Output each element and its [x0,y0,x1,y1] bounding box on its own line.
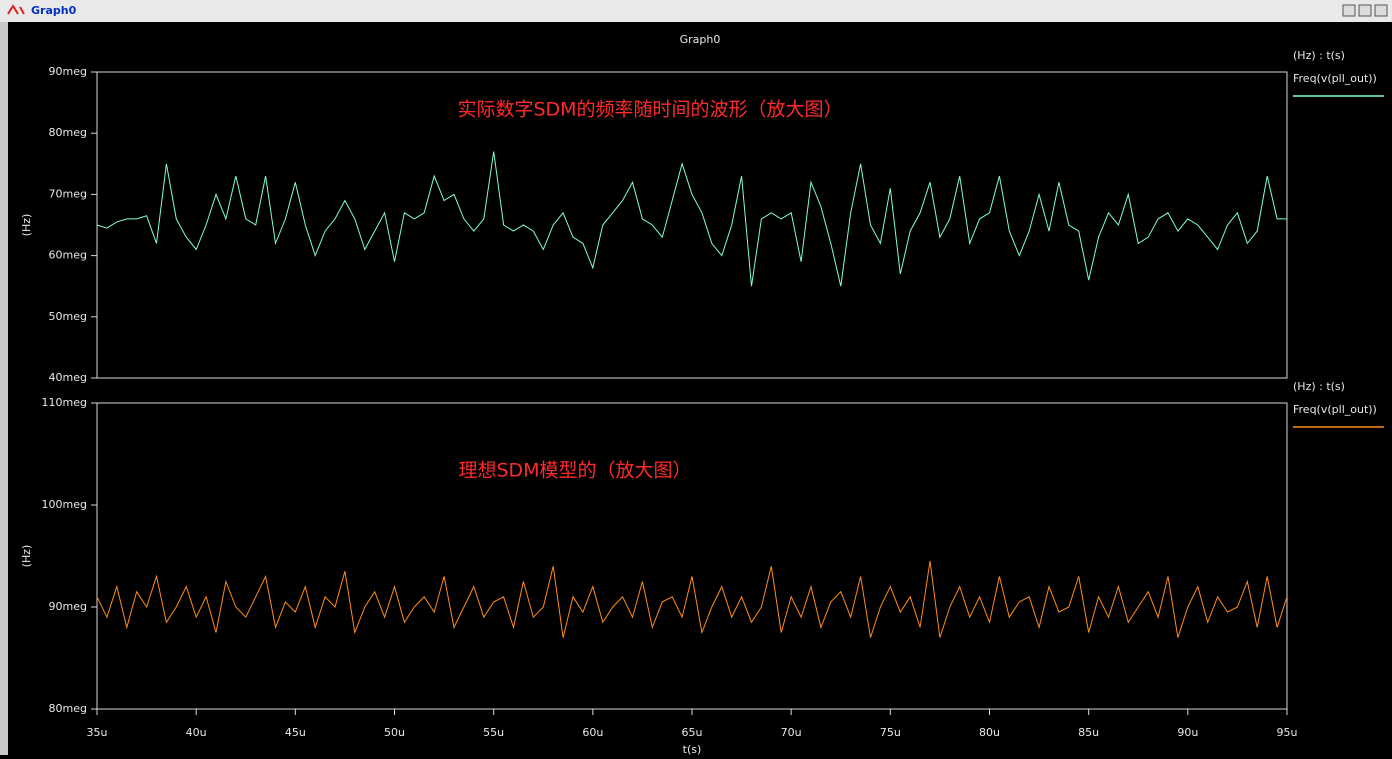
x-tick-label: 45u [285,726,306,739]
waveform [96,561,1288,638]
y-tick-label: 60meg [49,249,87,262]
x-tick-label: 50u [384,726,405,739]
x-tick-label: 35u [87,726,108,739]
app-icon [7,4,25,15]
y-tick-label: 110meg [42,396,87,409]
y-axis-label: (Hz) [20,214,33,237]
close-button[interactable] [1374,4,1388,17]
graph-title: Graph0 [680,33,721,46]
x-tick-label: 40u [186,726,207,739]
y-tick-label: 80meg [49,126,87,139]
x-tick-label: 85u [1078,726,1099,739]
annotation: 理想SDM模型的（放大图） [458,460,691,482]
y-axis-label: (Hz) [20,545,33,568]
y-tick-label: 80meg [49,702,87,715]
minimize-button[interactable] [1342,4,1356,17]
x-tick-label: 55u [483,726,504,739]
title-bar [0,0,1392,22]
x-tick-label: 75u [880,726,901,739]
window-title: Graph0 [31,4,77,17]
y-tick-label: 90meg [49,65,87,78]
legend-header: (Hz) : t(s) [1293,49,1345,62]
maximize-button[interactable] [1358,4,1372,17]
waveform [96,151,1287,287]
x-tick-label: 90u [1177,726,1198,739]
x-tick-label: 65u [682,726,703,739]
window-frame [0,22,8,755]
annotation: 实际数字SDM的频率随时间的波形（放大图） [457,99,842,121]
y-tick-label: 40meg [49,371,87,384]
legend-header: (Hz) : t(s) [1293,380,1345,393]
y-tick-label: 90meg [49,600,87,613]
x-axis-label: t(s) [683,743,702,755]
x-tick-label: 95u [1277,726,1298,739]
x-tick-label: 60u [582,726,603,739]
y-tick-label: 50meg [49,310,87,323]
x-tick-label: 70u [781,726,802,739]
x-tick-label: 80u [979,726,1000,739]
y-tick-label: 100meg [42,498,87,511]
legend-label: Freq(v(pll_out)) [1293,403,1377,416]
legend-label: Freq(v(pll_out)) [1293,72,1377,85]
y-tick-label: 70meg [49,187,87,200]
